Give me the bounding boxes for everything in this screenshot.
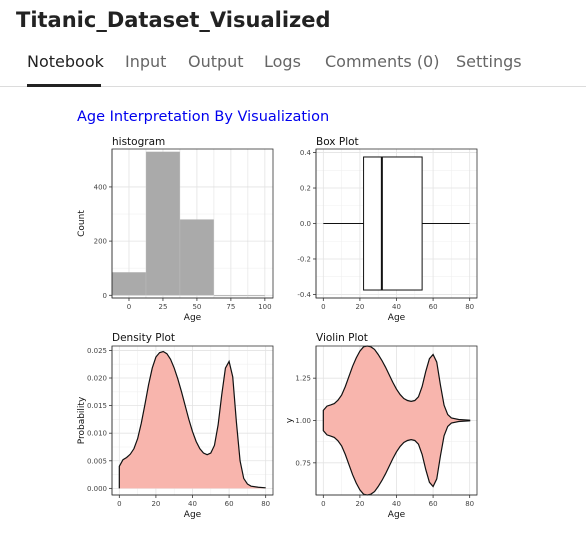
chart-0-x-tick-label: 50	[192, 303, 201, 311]
chart-0-bar-4	[247, 295, 265, 297]
chart-3-x-tick-label: 0	[321, 500, 325, 508]
chart-1-x-tick-label: 40	[392, 303, 401, 311]
chart-0-x-tick-label: 0	[127, 303, 131, 311]
chart-3-y-label: y	[285, 417, 295, 423]
chart-1-y-tick-label: 0.2	[300, 185, 311, 193]
chart-3-y-tick-label: 1.25	[295, 375, 311, 383]
tab-output[interactable]: Output	[188, 52, 244, 71]
chart-0-bar-0	[112, 272, 146, 296]
chart-2-x-tick-label: 0	[117, 500, 121, 508]
chart-1-y-tick-label: -0.4	[297, 291, 311, 299]
chart-3-title: Violin Plot	[316, 332, 368, 344]
chart-1-box	[363, 156, 423, 291]
chart-0-x-tick-label: 75	[226, 303, 235, 311]
chart-0-y-tick-label: 400	[94, 183, 107, 191]
chart-2-x-tick-label: 80	[261, 500, 270, 508]
tab-settings[interactable]: Settings	[456, 52, 522, 71]
chart-0-bar-3	[213, 295, 248, 297]
chart-0-bar-1	[145, 151, 180, 296]
page-title: Titanic_Dataset_Visualized	[16, 8, 331, 32]
chart-2-y-tick-label: 0.010	[87, 430, 107, 438]
chart-2-x-tick-label: 60	[225, 500, 234, 508]
chart-3-x-label: Age	[388, 510, 406, 520]
chart-2-x-tick-label: 20	[151, 500, 160, 508]
chart-1-x-tick-label: 80	[465, 303, 474, 311]
chart-3-panel	[316, 346, 477, 495]
chart-0-y-label: Count	[77, 210, 87, 237]
chart-3-x-tick-label: 60	[429, 500, 438, 508]
chart-3-violin	[322, 345, 471, 496]
chart-1-panel	[316, 149, 477, 298]
chart-3-x-tick-label: 20	[355, 500, 364, 508]
chart-2-title: Density Plot	[112, 332, 175, 344]
chart-2-y-tick-label: 0.000	[87, 485, 107, 493]
chart-1-x-tick-label: 60	[429, 303, 438, 311]
chart-1-x-tick-label: 0	[321, 303, 325, 311]
chart-2-y-tick-label: 0.015	[87, 402, 107, 410]
chart-0-frame	[111, 148, 274, 299]
chart-2-y-tick-label: 0.005	[87, 457, 107, 465]
chart-2-density-area	[119, 351, 266, 489]
chart-1-x-tick-label: 20	[355, 303, 364, 311]
tab-input[interactable]: Input	[125, 52, 167, 71]
chart-1-frame	[315, 148, 478, 299]
chart-2-panel	[112, 346, 273, 495]
chart-1-y-tick-label: 0.4	[300, 149, 312, 157]
section-heading: Age Interpretation By Visualization	[77, 109, 330, 125]
chart-3-x-tick-label: 40	[392, 500, 401, 508]
chart-0-x-tick-label: 25	[158, 303, 167, 311]
chart-2-x-tick-label: 40	[188, 500, 197, 508]
active-tab-indicator	[27, 84, 101, 87]
chart-0-y-tick-label: 0	[103, 292, 107, 300]
chart-2-density-line	[118, 350, 266, 489]
tab-comments[interactable]: Comments (0)	[325, 52, 440, 71]
chart-0-panel	[112, 149, 273, 298]
chart-2-x-label: Age	[184, 510, 202, 520]
chart-0-x-label: Age	[184, 313, 202, 323]
chart-0-bar-2	[179, 219, 214, 296]
chart-2-y-tick-label: 0.025	[87, 347, 107, 355]
chart-1-y-tick-label: 0.0	[300, 220, 311, 228]
tab-logs[interactable]: Logs	[264, 52, 301, 71]
chart-0-x-tick-label: 100	[258, 303, 271, 311]
chart-3-y-tick-label: 1.00	[295, 417, 311, 425]
chart-3-frame	[315, 345, 478, 496]
tab-bar: Notebook Input Output Logs Comments (0) …	[0, 46, 586, 87]
chart-2-frame	[111, 345, 274, 496]
tab-notebook[interactable]: Notebook	[27, 52, 104, 71]
chart-1-x-label: Age	[388, 313, 406, 323]
chart-0-y-tick-label: 200	[94, 238, 107, 246]
chart-1-y-tick-label: -0.2	[297, 255, 311, 263]
chart-2-y-label: Probability	[77, 396, 87, 444]
chart-3-y-tick-label: 0.75	[295, 459, 311, 467]
chart-1-title: Box Plot	[316, 136, 359, 148]
chart-0-title: histogram	[112, 136, 165, 148]
chart-2-y-tick-label: 0.020	[87, 375, 107, 383]
chart-3-x-tick-label: 80	[465, 500, 474, 508]
